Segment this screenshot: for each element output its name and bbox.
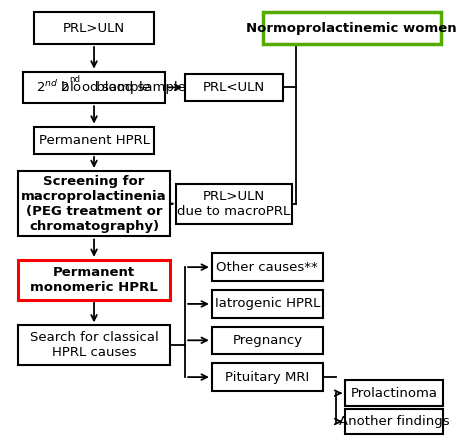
Text: PRL<ULN: PRL<ULN xyxy=(203,81,265,94)
Text: blood sample: blood sample xyxy=(92,81,186,94)
Text: PRL>ULN
due to macroPRL: PRL>ULN due to macroPRL xyxy=(177,190,291,218)
FancyBboxPatch shape xyxy=(34,127,154,154)
Text: Screening for
macroprolactinenia
(PEG treatment or
chromatography): Screening for macroprolactinenia (PEG tr… xyxy=(21,175,167,232)
Text: Permanent
monomeric HPRL: Permanent monomeric HPRL xyxy=(30,266,158,294)
FancyBboxPatch shape xyxy=(23,72,165,103)
FancyBboxPatch shape xyxy=(185,74,283,101)
Text: Pituitary MRI: Pituitary MRI xyxy=(225,371,310,384)
FancyBboxPatch shape xyxy=(345,409,443,434)
FancyBboxPatch shape xyxy=(345,381,443,406)
FancyBboxPatch shape xyxy=(263,12,441,44)
FancyBboxPatch shape xyxy=(212,326,323,354)
Text: Permanent HPRL: Permanent HPRL xyxy=(38,134,149,147)
FancyBboxPatch shape xyxy=(18,171,170,236)
Text: Normoprolactinemic women: Normoprolactinemic women xyxy=(246,22,457,35)
FancyBboxPatch shape xyxy=(18,325,170,365)
Text: Another findings: Another findings xyxy=(339,415,449,428)
Text: Search for classical
HPRL causes: Search for classical HPRL causes xyxy=(30,331,158,359)
Text: Iatrogenic HPRL: Iatrogenic HPRL xyxy=(215,298,320,310)
FancyBboxPatch shape xyxy=(212,290,323,318)
FancyBboxPatch shape xyxy=(18,260,170,300)
Text: Other causes**: Other causes** xyxy=(217,260,318,274)
Text: PRL>ULN: PRL>ULN xyxy=(63,22,125,35)
FancyBboxPatch shape xyxy=(212,253,323,281)
Text: Pregnancy: Pregnancy xyxy=(232,334,302,347)
FancyBboxPatch shape xyxy=(34,12,154,44)
FancyBboxPatch shape xyxy=(212,363,323,391)
Text: 2: 2 xyxy=(61,81,69,94)
Text: Prolactinoma: Prolactinoma xyxy=(351,387,438,400)
FancyBboxPatch shape xyxy=(176,184,292,224)
Text: nd: nd xyxy=(70,75,81,84)
Text: $2^{nd}$ blood sample: $2^{nd}$ blood sample xyxy=(36,78,152,97)
